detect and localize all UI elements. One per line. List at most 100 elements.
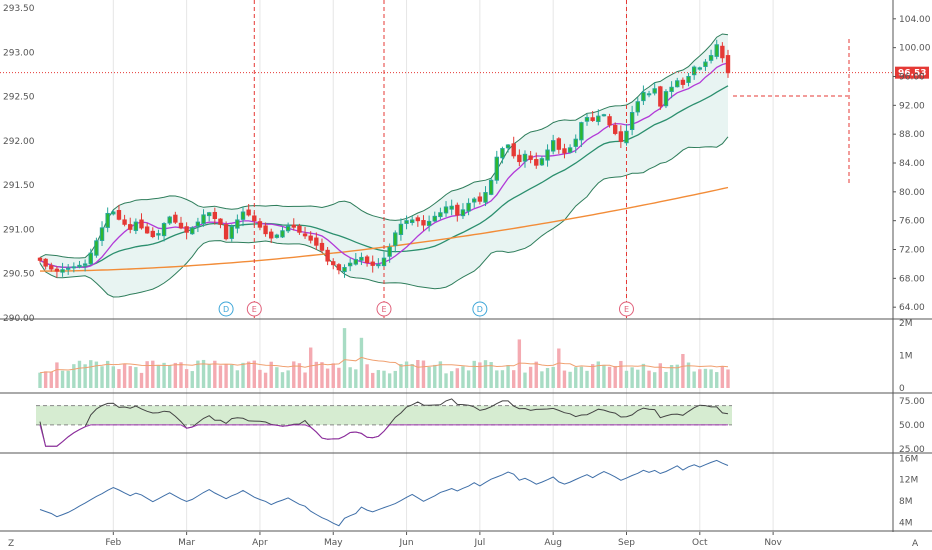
volume-bar[interactable]	[331, 363, 335, 388]
volume-bar[interactable]	[557, 348, 561, 388]
candle-body[interactable]	[708, 55, 714, 61]
earnings-event-badge[interactable]: E	[618, 301, 634, 317]
candle-body[interactable]	[331, 261, 336, 266]
volume-bar[interactable]	[122, 364, 127, 388]
volume-bar[interactable]	[230, 364, 234, 388]
candle-body[interactable]	[257, 221, 263, 228]
candle-body[interactable]	[94, 240, 99, 256]
volume-bar[interactable]	[664, 371, 668, 388]
volume-bar[interactable]	[173, 362, 178, 388]
volume-bar[interactable]	[83, 364, 87, 388]
volume-bar[interactable]	[224, 364, 228, 388]
candle-body[interactable]	[66, 267, 71, 270]
candle-body[interactable]	[240, 211, 246, 220]
volume-bar[interactable]	[715, 372, 719, 388]
volume-bar[interactable]	[698, 369, 702, 388]
volume-bar[interactable]	[692, 371, 696, 388]
volume-bar[interactable]	[658, 363, 663, 388]
volume-bar[interactable]	[517, 339, 522, 388]
volume-bar[interactable]	[190, 371, 194, 388]
volume-bar[interactable]	[568, 371, 572, 388]
volume-bar[interactable]	[280, 372, 285, 388]
volume-bar[interactable]	[60, 370, 65, 388]
volume-bar[interactable]	[461, 366, 465, 388]
corner-right-label[interactable]: A	[912, 539, 919, 549]
candle-body[interactable]	[545, 149, 550, 161]
volume-bar[interactable]	[297, 363, 302, 388]
volume-bar[interactable]	[720, 366, 725, 388]
volume-bar[interactable]	[410, 364, 414, 388]
candle-body[interactable]	[539, 158, 545, 166]
candle-body[interactable]	[618, 131, 624, 142]
volume-bar[interactable]	[72, 364, 76, 388]
candle-body[interactable]	[556, 138, 562, 150]
obv-line[interactable]	[39, 459, 729, 527]
volume-bar[interactable]	[709, 369, 713, 388]
candle-body[interactable]	[111, 211, 116, 215]
volume-bar[interactable]	[207, 364, 211, 388]
candle-body[interactable]	[206, 212, 212, 217]
candle-body[interactable]	[426, 220, 432, 226]
volume-bar[interactable]	[562, 370, 567, 388]
volume-bar[interactable]	[455, 368, 460, 388]
volume-bar[interactable]	[275, 367, 279, 388]
volume-panel[interactable]	[38, 328, 730, 388]
volume-ma-line[interactable]	[39, 356, 729, 374]
volume-bar[interactable]	[246, 361, 251, 388]
candle-body[interactable]	[455, 204, 460, 216]
candle-body[interactable]	[263, 225, 268, 235]
candle-body[interactable]	[691, 66, 697, 76]
volume-bar[interactable]	[337, 367, 341, 388]
volume-bar[interactable]	[241, 362, 245, 388]
candle-body[interactable]	[635, 101, 640, 113]
candle-body[interactable]	[99, 227, 105, 241]
candle-body[interactable]	[680, 79, 686, 85]
volume-bar[interactable]	[252, 360, 256, 388]
bollinger-basis-line[interactable]	[39, 85, 729, 269]
volume-bar[interactable]	[652, 372, 657, 388]
candle-body[interactable]	[703, 61, 708, 67]
candle-body[interactable]	[438, 212, 443, 218]
candle-body[interactable]	[562, 148, 567, 154]
volume-bar[interactable]	[156, 365, 161, 388]
candle-body[interactable]	[184, 226, 189, 233]
candle-body[interactable]	[494, 156, 499, 181]
candle-body[interactable]	[218, 218, 223, 225]
volume-bar[interactable]	[579, 366, 584, 388]
dividend-event-badge[interactable]: D	[218, 301, 234, 317]
volume-bar[interactable]	[393, 370, 397, 388]
candle-body[interactable]	[624, 130, 629, 144]
candle-body[interactable]	[567, 147, 573, 153]
candle-body[interactable]	[511, 143, 516, 157]
candle-body[interactable]	[443, 206, 449, 214]
candle-body[interactable]	[212, 211, 218, 220]
candle-body[interactable]	[82, 263, 88, 266]
volume-bar[interactable]	[308, 347, 313, 388]
volume-bar[interactable]	[703, 368, 708, 388]
candle-body[interactable]	[460, 209, 466, 217]
candle-body[interactable]	[500, 148, 505, 159]
volume-bar[interactable]	[512, 370, 516, 388]
volume-bar[interactable]	[111, 366, 116, 388]
volume-bar[interactable]	[630, 367, 634, 388]
candle-body[interactable]	[483, 192, 488, 203]
candle-body[interactable]	[37, 257, 43, 261]
dividend-event-badge[interactable]: D	[472, 301, 488, 317]
volume-bar[interactable]	[303, 372, 307, 388]
volume-bar[interactable]	[179, 362, 183, 388]
earnings-event-badge[interactable]: E	[376, 301, 392, 317]
candle-body[interactable]	[150, 230, 155, 238]
volume-bar[interactable]	[551, 366, 555, 388]
volume-bar[interactable]	[269, 361, 273, 388]
candle-body[interactable]	[573, 138, 578, 147]
volume-bar[interactable]	[38, 372, 42, 388]
candle-body[interactable]	[404, 220, 409, 224]
candle-body[interactable]	[720, 45, 725, 59]
volume-bar[interactable]	[596, 361, 600, 388]
volume-bar[interactable]	[258, 369, 262, 388]
candle-body[interactable]	[381, 257, 387, 267]
rsi-oversold-line[interactable]	[39, 424, 728, 447]
volume-bar[interactable]	[602, 364, 606, 388]
candle-body[interactable]	[325, 249, 330, 262]
candle-body[interactable]	[505, 144, 511, 149]
